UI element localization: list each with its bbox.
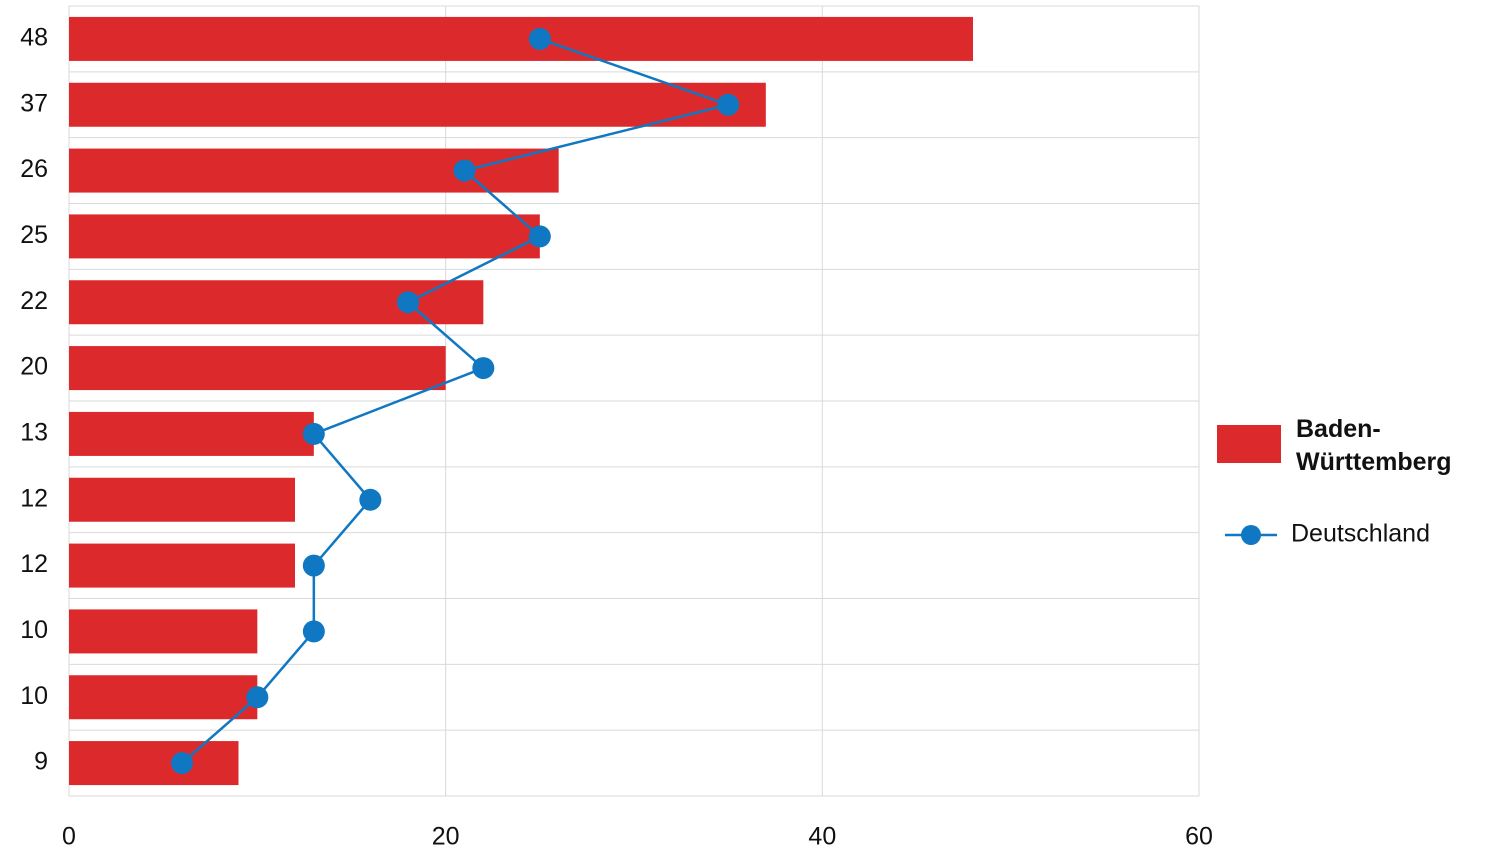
y-tick-label: 37 [20,89,48,117]
legend-swatch [1217,425,1281,463]
x-tick-label: 60 [1185,823,1213,851]
y-tick-label: 10 [20,616,48,644]
marker [528,225,551,248]
bar [69,477,295,522]
y-tick-label: 48 [20,24,48,52]
y-tick-label: 20 [20,353,48,381]
legend-label: Baden-Württemberg [1296,415,1452,476]
marker [171,752,193,775]
x-tick-label: 20 [432,823,460,851]
y-tick-label: 25 [20,221,48,249]
legend-label: Deutschland [1291,520,1430,548]
y-tick-label: 12 [20,550,48,578]
bar [69,741,239,786]
marker [246,686,269,709]
y-tick-label: 26 [20,155,48,183]
marker [528,27,551,50]
marker [359,488,382,511]
bar [69,16,973,61]
y-tick-label: 10 [20,682,48,710]
bar [69,148,559,193]
bar [69,675,258,720]
bar [69,280,484,325]
marker [397,291,419,314]
legend-marker [1241,525,1261,545]
y-tick-label: 13 [20,419,48,447]
y-tick-label: 9 [34,748,48,776]
bar [69,609,258,654]
bar [69,82,766,127]
marker [302,422,325,445]
y-tick-label: 12 [20,484,48,512]
x-tick-label: 0 [62,823,76,851]
marker [472,357,495,380]
bar [69,543,295,588]
bar [69,411,314,456]
marker [717,93,740,116]
marker [453,159,476,182]
marker [302,554,325,577]
y-tick-label: 22 [20,287,48,315]
x-tick-label: 40 [808,823,836,851]
marker [302,620,325,643]
line [181,37,733,765]
bar [69,346,446,391]
bar [69,214,540,259]
